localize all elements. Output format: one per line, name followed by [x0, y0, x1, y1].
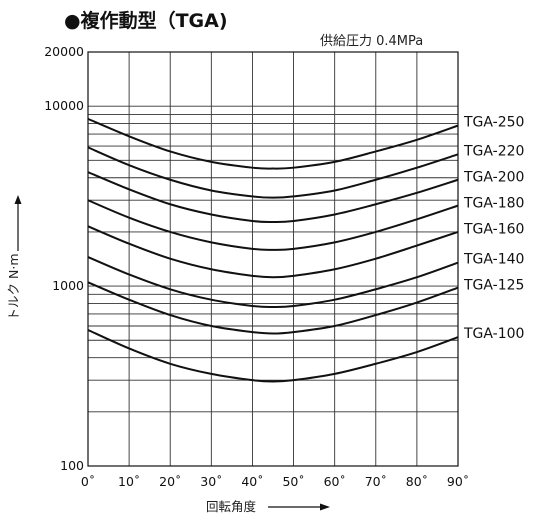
- x-tick-label: 30˚: [200, 474, 222, 489]
- series-line-tga-220: [87, 146, 459, 199]
- series-label-tga-160: TGA-160: [463, 221, 524, 237]
- x-tick-label: 90˚: [447, 474, 469, 489]
- title-group: ●複作動型（TGA) 供給圧力 0.4MPa: [64, 9, 423, 49]
- series-line-tga-250: [87, 117, 459, 170]
- series-line-tga-160: [87, 225, 459, 279]
- series-curves: [87, 117, 459, 383]
- series-line-tga-125: [87, 281, 459, 335]
- x-tick-label: 10˚: [118, 474, 140, 489]
- grid: [87, 52, 459, 466]
- plot-border: [87, 51, 459, 467]
- y-tick-labels: 20000 10000 1000 100: [44, 44, 84, 473]
- axis-titles: トルク N·m 回転角度: [6, 195, 330, 514]
- y-axis-title: トルク N·m: [6, 254, 21, 321]
- series-label-tga-220: TGA-220: [463, 143, 524, 159]
- series-label-tga-200: TGA-200: [463, 169, 524, 185]
- series-label-tga-100: TGA-100: [463, 326, 524, 342]
- y-tick-label: 10000: [44, 98, 84, 113]
- series-label-tga-180: TGA-180: [463, 195, 524, 211]
- series-label-tga-125: TGA-125: [463, 278, 524, 294]
- series-line-tga-200: [87, 171, 459, 224]
- x-tick-label: 20˚: [159, 474, 181, 489]
- y-tick-label: 20000: [44, 44, 84, 59]
- series-label-tga-250: TGA-250: [463, 115, 524, 131]
- x-tick-labels: 0˚ 10˚ 20˚ 30˚ 40˚ 50˚ 60˚ 70˚ 80˚ 90˚: [81, 474, 469, 489]
- series-label-tga-140: TGA-140: [463, 252, 524, 268]
- series-line-tga-140: [87, 256, 459, 309]
- y-tick-label: 100: [60, 458, 84, 473]
- x-tick-label: 70˚: [365, 474, 387, 489]
- x-tick-label: 40˚: [241, 474, 263, 489]
- chart-title: ●複作動型（TGA): [64, 9, 228, 32]
- series-line-tga-180: [87, 199, 459, 251]
- series-labels: TGA-250 TGA-220 TGA-200 TGA-180 TGA-160 TGA-1…: [463, 115, 524, 343]
- x-tick-label: 60˚: [324, 474, 346, 489]
- y-axis-arrowhead: [14, 195, 22, 204]
- y-tick-label: 1000: [52, 278, 84, 293]
- x-axis-title: 回転角度: [206, 499, 257, 514]
- x-tick-label: 80˚: [406, 474, 428, 489]
- plot-frame: [87, 51, 459, 467]
- chart-subtitle: 供給圧力 0.4MPa: [320, 34, 423, 49]
- x-axis-arrowhead: [320, 503, 330, 511]
- x-tick-label: 0˚: [81, 474, 95, 489]
- x-tick-label: 50˚: [282, 474, 304, 489]
- series-line-tga-100: [87, 329, 459, 383]
